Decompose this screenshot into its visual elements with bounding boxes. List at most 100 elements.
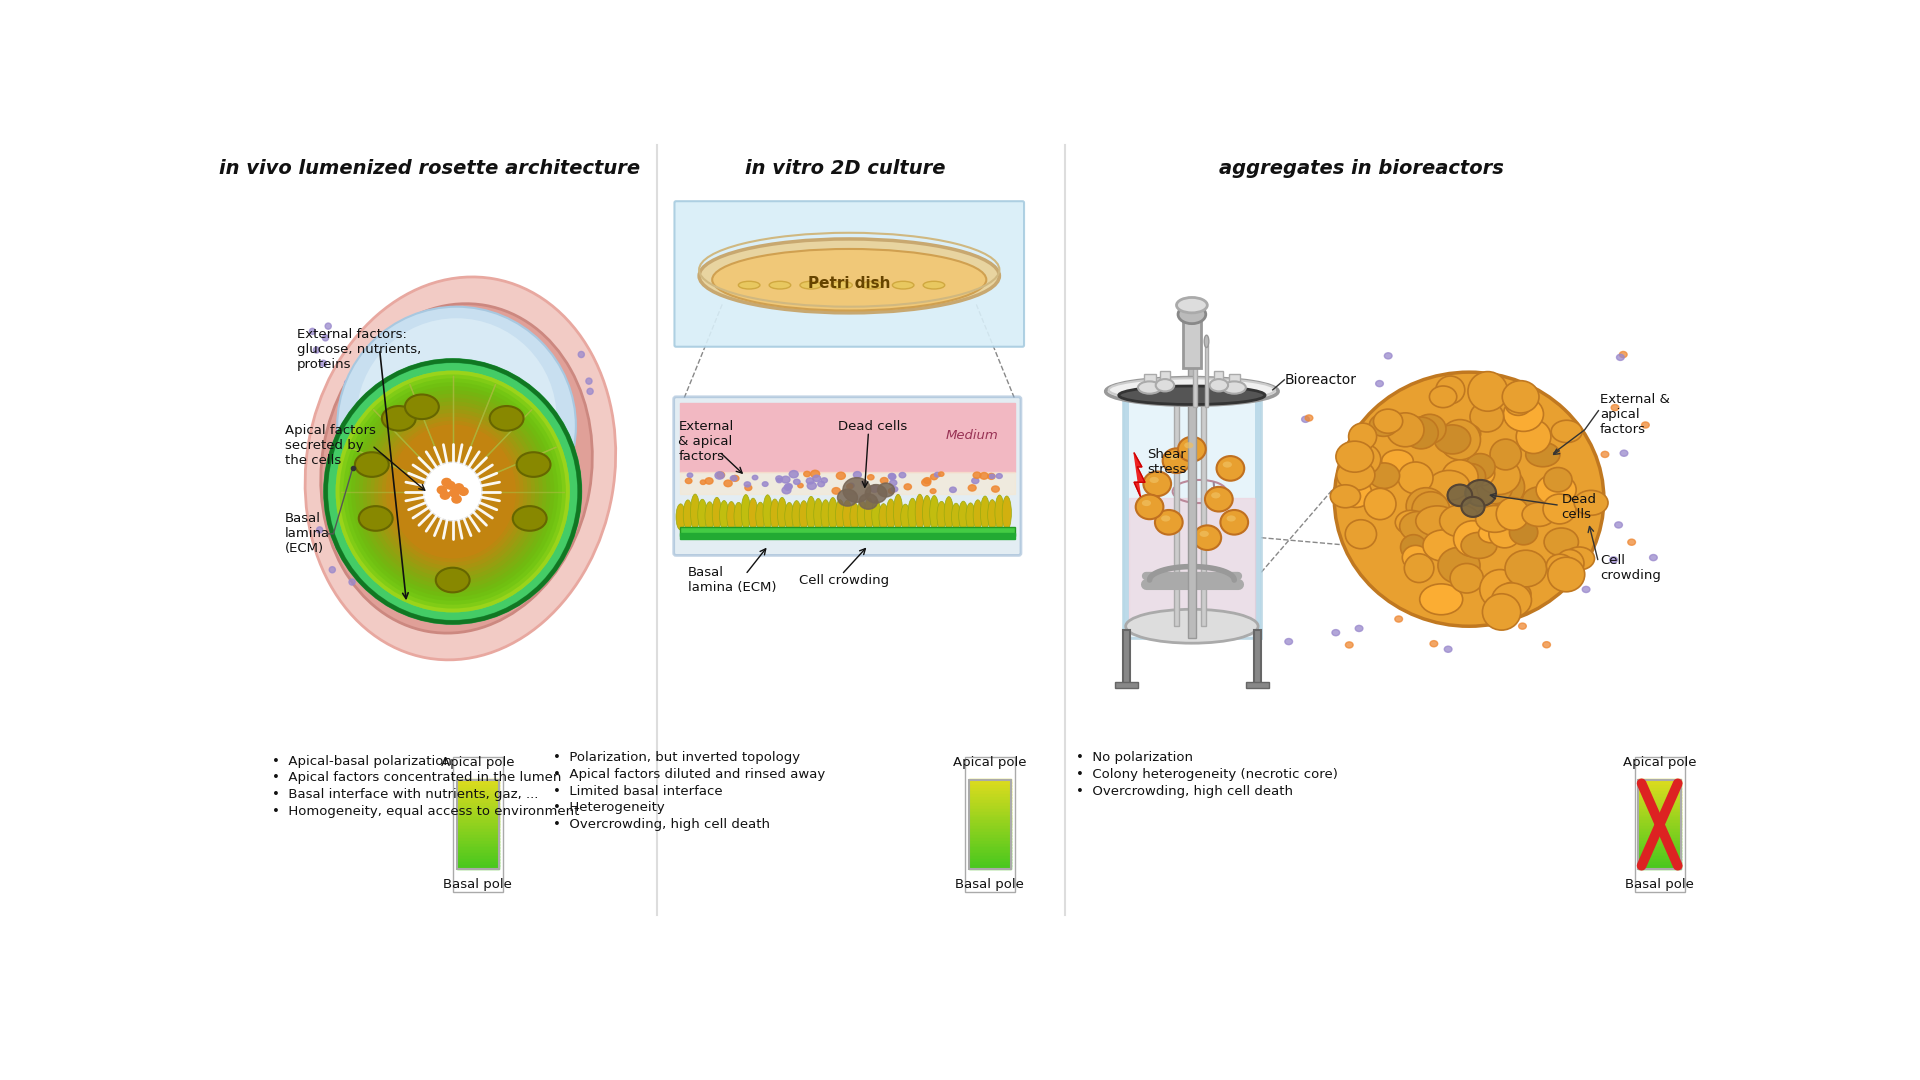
- Ellipse shape: [440, 491, 449, 499]
- Ellipse shape: [1106, 378, 1279, 405]
- Ellipse shape: [1302, 416, 1309, 422]
- Ellipse shape: [793, 480, 801, 485]
- Ellipse shape: [516, 453, 551, 477]
- Ellipse shape: [513, 507, 547, 530]
- Ellipse shape: [770, 499, 780, 530]
- Ellipse shape: [1501, 380, 1540, 413]
- Ellipse shape: [691, 494, 699, 530]
- Ellipse shape: [778, 498, 787, 530]
- Bar: [968, 809, 1012, 813]
- Ellipse shape: [1206, 487, 1233, 512]
- Ellipse shape: [1156, 510, 1183, 535]
- Ellipse shape: [1461, 532, 1498, 558]
- Text: •  Polarization, but inverted topology: • Polarization, but inverted topology: [553, 751, 801, 764]
- Ellipse shape: [1649, 554, 1657, 561]
- Ellipse shape: [847, 484, 852, 489]
- Ellipse shape: [1574, 490, 1609, 515]
- Ellipse shape: [973, 472, 981, 478]
- Ellipse shape: [849, 483, 854, 488]
- Bar: [1638, 859, 1680, 863]
- Ellipse shape: [868, 475, 874, 480]
- Bar: [1194, 346, 1196, 407]
- Ellipse shape: [1002, 496, 1012, 530]
- Bar: [457, 794, 499, 798]
- Ellipse shape: [1334, 373, 1603, 626]
- Bar: [1638, 785, 1680, 789]
- Ellipse shape: [922, 478, 931, 486]
- Bar: [1638, 838, 1680, 842]
- Ellipse shape: [1386, 413, 1425, 447]
- Ellipse shape: [922, 496, 931, 530]
- Ellipse shape: [326, 361, 580, 622]
- Ellipse shape: [386, 420, 520, 563]
- Bar: [1638, 782, 1680, 786]
- Bar: [457, 788, 499, 792]
- Bar: [1638, 847, 1680, 851]
- Bar: [968, 829, 1012, 834]
- Ellipse shape: [1503, 397, 1544, 431]
- Ellipse shape: [1461, 497, 1484, 517]
- Ellipse shape: [1398, 462, 1432, 494]
- Ellipse shape: [889, 480, 897, 486]
- Ellipse shape: [1500, 582, 1530, 606]
- Bar: [457, 802, 499, 807]
- Text: •  Homogeneity, equal access to environment: • Homogeneity, equal access to environme…: [273, 806, 580, 819]
- Ellipse shape: [1221, 510, 1248, 535]
- Bar: [968, 806, 1012, 810]
- Ellipse shape: [490, 406, 524, 431]
- Ellipse shape: [781, 476, 789, 483]
- Ellipse shape: [1469, 461, 1496, 486]
- Ellipse shape: [1413, 415, 1446, 444]
- Bar: [1213, 372, 1223, 386]
- Ellipse shape: [336, 370, 570, 612]
- Ellipse shape: [1144, 472, 1171, 496]
- Bar: [457, 835, 499, 839]
- Ellipse shape: [939, 472, 945, 476]
- Bar: [1254, 630, 1261, 684]
- Bar: [457, 826, 499, 831]
- Ellipse shape: [355, 453, 388, 477]
- Text: •  Apical-basal polarization: • Apical-basal polarization: [273, 755, 451, 768]
- Ellipse shape: [924, 281, 945, 289]
- Ellipse shape: [741, 495, 751, 530]
- Ellipse shape: [950, 487, 956, 492]
- Bar: [1638, 865, 1680, 868]
- Ellipse shape: [1384, 353, 1392, 359]
- Ellipse shape: [1332, 630, 1340, 636]
- Ellipse shape: [1402, 545, 1428, 569]
- Ellipse shape: [837, 489, 858, 507]
- Ellipse shape: [1519, 623, 1526, 630]
- Ellipse shape: [724, 481, 732, 487]
- Ellipse shape: [733, 502, 743, 530]
- Ellipse shape: [348, 382, 559, 600]
- Ellipse shape: [1336, 441, 1373, 472]
- Text: •  Overcrowding, high cell death: • Overcrowding, high cell death: [1077, 784, 1294, 797]
- Ellipse shape: [1486, 468, 1524, 507]
- Ellipse shape: [701, 480, 707, 485]
- Bar: [680, 403, 1016, 472]
- Ellipse shape: [891, 487, 899, 491]
- Ellipse shape: [712, 249, 987, 311]
- Ellipse shape: [770, 281, 791, 289]
- Text: •  Colony heterogeneity (necrotic core): • Colony heterogeneity (necrotic core): [1077, 768, 1338, 781]
- Ellipse shape: [879, 503, 889, 530]
- Ellipse shape: [822, 477, 828, 483]
- Ellipse shape: [812, 475, 820, 482]
- Ellipse shape: [340, 375, 566, 608]
- Ellipse shape: [1509, 519, 1538, 544]
- Ellipse shape: [1434, 424, 1471, 454]
- Bar: [1638, 779, 1680, 783]
- Text: External
& apical
factors: External & apical factors: [678, 420, 733, 463]
- Ellipse shape: [390, 424, 516, 558]
- Ellipse shape: [851, 502, 858, 530]
- Ellipse shape: [730, 475, 737, 481]
- Ellipse shape: [1137, 495, 1164, 519]
- Ellipse shape: [753, 475, 758, 480]
- Ellipse shape: [1428, 386, 1457, 407]
- Bar: [457, 818, 499, 822]
- Bar: [1638, 797, 1680, 801]
- Ellipse shape: [1192, 335, 1198, 348]
- Bar: [457, 785, 499, 789]
- Ellipse shape: [1457, 463, 1486, 489]
- Ellipse shape: [1396, 511, 1427, 535]
